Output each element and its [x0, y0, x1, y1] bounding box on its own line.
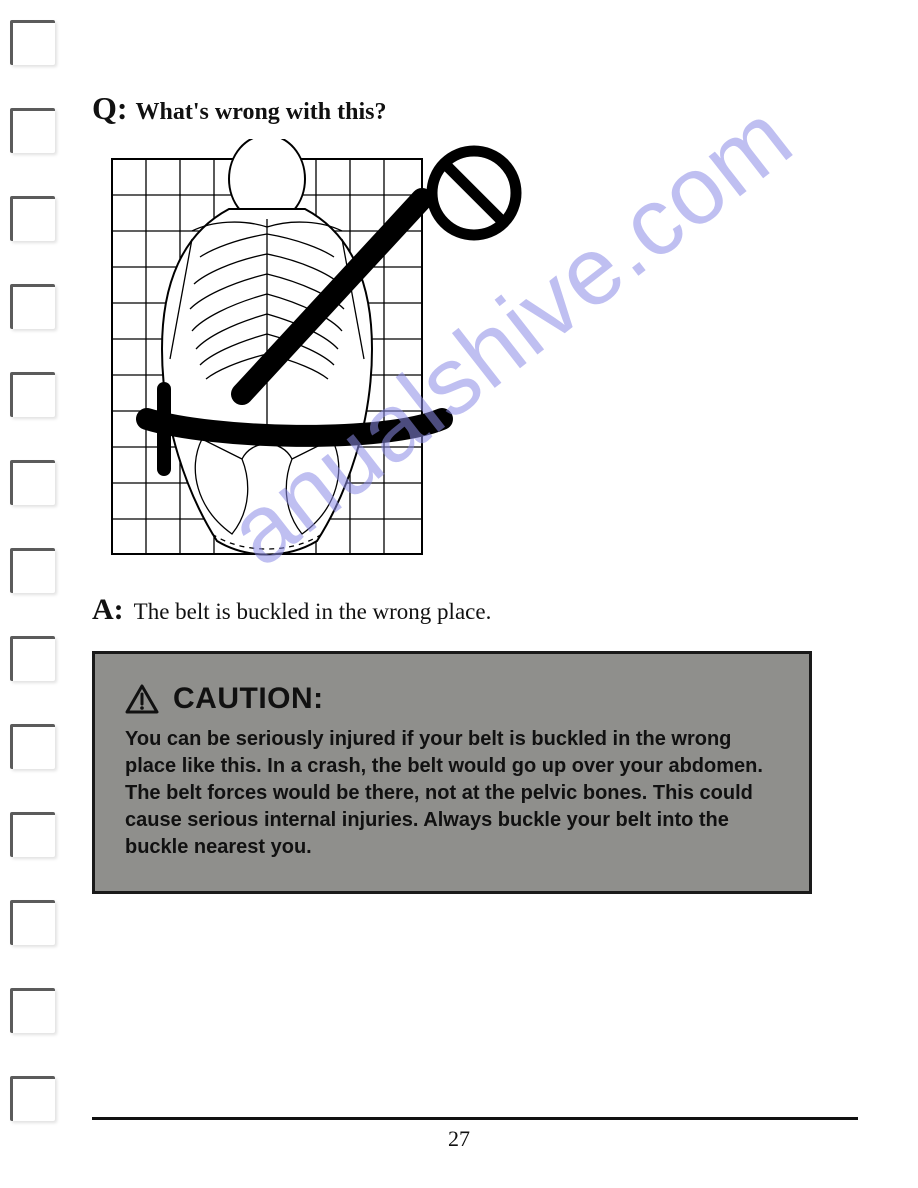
- caution-heading-row: CAUTION:: [125, 682, 779, 716]
- binding-hole: [10, 372, 55, 417]
- caution-body: You can be seriously injured if your bel…: [125, 726, 779, 861]
- answer-line: A: The belt is buckled in the wrong plac…: [92, 593, 852, 627]
- answer-text: The belt is buckled in the wrong place.: [134, 599, 492, 625]
- page-number: 27: [0, 1126, 918, 1152]
- warning-triangle-icon: [125, 684, 159, 714]
- question-label: Q:: [92, 90, 128, 127]
- question-text: What's wrong with this?: [136, 99, 387, 126]
- binding-hole: [10, 724, 55, 769]
- binding-hole: [10, 548, 55, 593]
- binding-hole: [10, 108, 55, 153]
- figure: [92, 139, 532, 569]
- binding-hole: [10, 812, 55, 857]
- binding-hole: [10, 284, 55, 329]
- binding-hole: [10, 460, 55, 505]
- binding-hole: [10, 636, 55, 681]
- binding-hole: [10, 196, 55, 241]
- binding-hole: [10, 1076, 55, 1121]
- figure-svg: [92, 139, 532, 569]
- binding-hole: [10, 988, 55, 1033]
- binding-hole: [10, 20, 55, 65]
- binding-holes: [10, 20, 70, 1140]
- caution-box: CAUTION: You can be seriously injured if…: [92, 651, 812, 894]
- page-rule: [92, 1117, 858, 1120]
- question-line: Q: What's wrong with this?: [92, 90, 852, 127]
- content-area: Q: What's wrong with this?: [92, 90, 852, 894]
- answer-label: A:: [92, 593, 124, 627]
- caution-heading: CAUTION:: [173, 682, 324, 716]
- prohibit-icon: [432, 151, 516, 235]
- binding-hole: [10, 900, 55, 945]
- page: Q: What's wrong with this?: [0, 0, 918, 1188]
